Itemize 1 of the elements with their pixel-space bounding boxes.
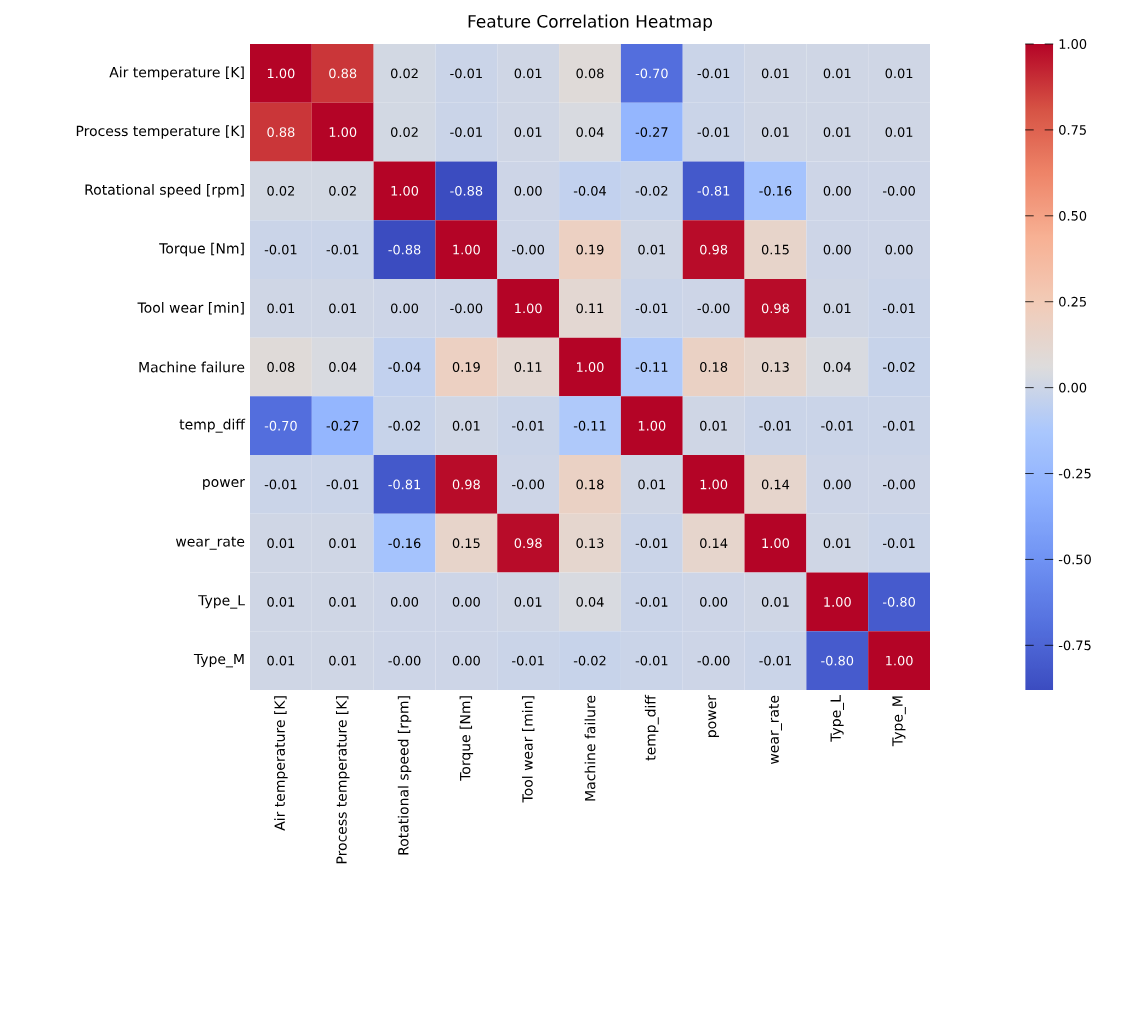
chart-title: Feature Correlation Heatmap — [468, 14, 713, 31]
